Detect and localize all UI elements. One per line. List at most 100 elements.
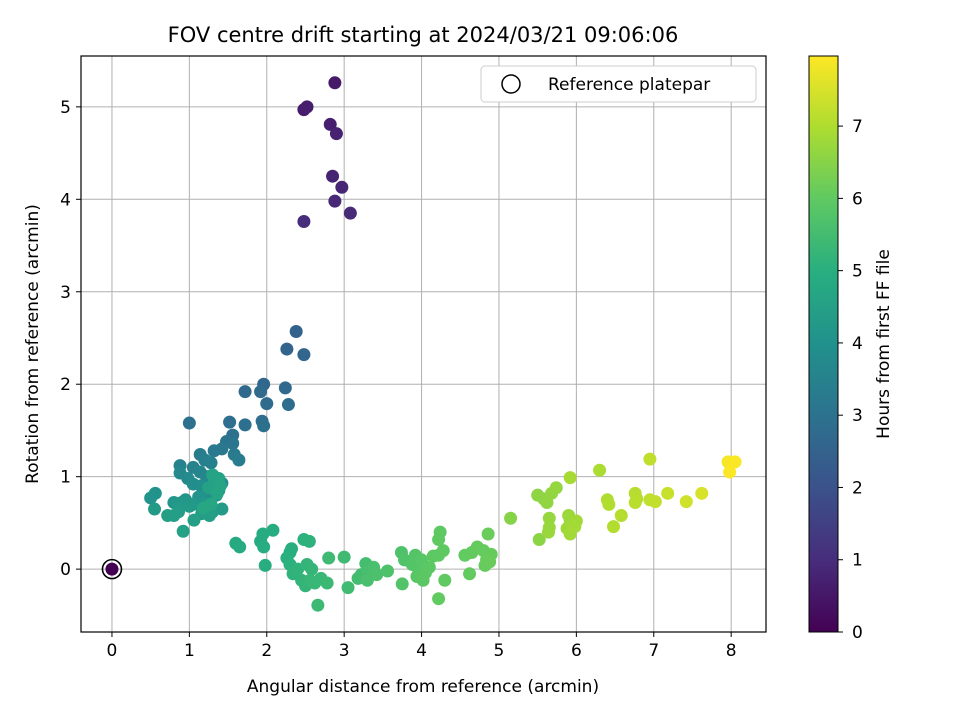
reference-marker: [101, 558, 123, 580]
data-point: [370, 568, 384, 582]
x-tick-label: 4: [416, 641, 427, 661]
data-point: [329, 127, 343, 141]
data-point: [341, 581, 355, 595]
colorbar-tick-label: 0: [852, 623, 863, 643]
data-point: [207, 444, 221, 458]
data-point: [289, 325, 303, 339]
colorbar-tick-label: 1: [852, 551, 863, 571]
reference-point: [105, 562, 119, 576]
data-point: [614, 509, 628, 523]
x-tick-label: 1: [184, 641, 195, 661]
data-point: [257, 540, 271, 554]
colorbar-tick-label: 4: [852, 334, 863, 354]
data-point: [260, 397, 274, 411]
legend-label: Reference platepar: [548, 75, 710, 95]
colorbar-ticks: 0 1 2 3 4 5 6 7: [838, 117, 863, 643]
x-tick-label: 8: [726, 641, 737, 661]
data-point: [297, 214, 311, 228]
data-point: [337, 550, 351, 564]
data-point: [436, 544, 450, 558]
y-tick-label: 0: [60, 560, 71, 580]
data-point: [210, 486, 224, 500]
data-point: [628, 496, 642, 510]
data-points: [101, 76, 742, 612]
data-point: [278, 381, 292, 395]
data-point: [432, 592, 446, 606]
data-point: [648, 495, 662, 509]
data-point: [542, 525, 556, 539]
data-point: [695, 486, 709, 500]
x-tick-label: 3: [339, 641, 350, 661]
y-tick-label: 4: [60, 190, 71, 210]
legend-box: [480, 65, 757, 103]
y-tick-label: 2: [60, 375, 71, 395]
data-point: [335, 180, 349, 194]
plot-frame: [80, 55, 767, 633]
grid-lines: [81, 56, 766, 632]
data-point: [148, 502, 162, 516]
data-point: [395, 577, 409, 591]
data-point: [643, 452, 657, 466]
data-point: [226, 436, 240, 450]
data-point: [256, 527, 270, 541]
data-point: [161, 509, 175, 523]
data-point: [532, 533, 546, 547]
data-point: [481, 527, 495, 541]
colorbar-tick-label: 2: [852, 478, 863, 498]
colorbar-label: Hours from first FF file: [874, 249, 894, 439]
legend: Reference platepar: [480, 65, 757, 103]
data-point: [723, 465, 737, 479]
data-point: [238, 418, 252, 432]
x-tick-label: 2: [261, 641, 272, 661]
data-point: [206, 468, 220, 482]
data-point: [305, 562, 319, 576]
data-point: [182, 416, 196, 430]
x-tick-label: 0: [107, 641, 118, 661]
data-point: [266, 523, 280, 537]
data-point: [728, 455, 742, 469]
data-point: [422, 560, 436, 574]
data-point: [549, 481, 563, 495]
y-tick-label: 1: [60, 468, 71, 488]
data-point: [258, 558, 272, 572]
data-point: [254, 385, 268, 399]
data-point: [504, 511, 518, 525]
data-point: [463, 567, 477, 581]
data-point: [176, 524, 190, 538]
legend-marker: [501, 74, 521, 94]
data-point: [343, 206, 357, 220]
data-point: [483, 555, 497, 569]
x-tick-label: 7: [648, 641, 659, 661]
data-point: [232, 453, 246, 467]
data-point: [257, 419, 271, 433]
x-tick-label: 6: [571, 641, 582, 661]
data-point: [326, 169, 340, 183]
data-point: [187, 513, 201, 527]
data-point: [438, 573, 452, 587]
data-point: [281, 398, 295, 412]
x-tick-label: 5: [494, 641, 505, 661]
colorbar-tick-label: 7: [852, 117, 863, 137]
data-point: [204, 456, 218, 470]
data-point: [233, 540, 247, 554]
data-point: [323, 117, 337, 131]
data-point: [144, 491, 158, 505]
data-point: [302, 534, 316, 548]
data-point: [328, 194, 342, 208]
x-axis-ticks: 0 1 2 3 4 5 6 7 8: [107, 632, 737, 661]
data-point: [238, 385, 252, 399]
data-point: [416, 573, 430, 587]
data-point: [381, 564, 395, 578]
data-point: [432, 533, 446, 547]
y-axis-label: Rotation from reference (arcmin): [23, 204, 43, 484]
data-point: [679, 495, 693, 509]
data-point: [297, 348, 311, 362]
data-point: [322, 551, 336, 565]
data-point: [563, 471, 577, 485]
colorbar-tick-label: 3: [852, 406, 863, 426]
data-point: [196, 501, 210, 515]
data-point: [542, 511, 556, 525]
colorbar: [808, 55, 839, 633]
colorbar-tick-label: 6: [852, 189, 863, 209]
